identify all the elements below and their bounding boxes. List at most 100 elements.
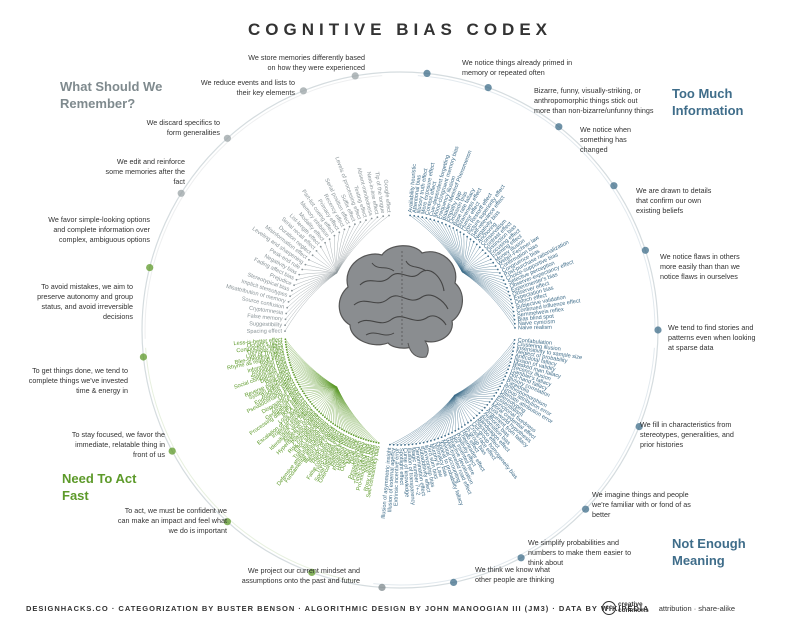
bias-node bbox=[311, 403, 313, 405]
bias-node bbox=[295, 378, 298, 381]
bias-node bbox=[426, 440, 429, 443]
quadrant-arcs bbox=[144, 75, 656, 586]
bias-node bbox=[437, 220, 439, 223]
bias-label: Illusion of external agency bbox=[387, 447, 397, 512]
bias-node bbox=[513, 318, 516, 321]
bias-node bbox=[376, 216, 379, 219]
branch-line bbox=[336, 229, 345, 274]
bias-node bbox=[286, 354, 289, 356]
branch-line bbox=[452, 227, 463, 273]
bias-node bbox=[338, 427, 341, 429]
branch-line bbox=[308, 259, 337, 274]
bias-node bbox=[433, 438, 436, 441]
bias-label: Attentional bias bbox=[412, 174, 423, 213]
bias-node bbox=[288, 359, 290, 361]
category-dot bbox=[555, 123, 563, 131]
page-title: COGNITIVE BIAS CODEX bbox=[247, 20, 553, 39]
bias-node bbox=[341, 428, 343, 431]
note-stereotypes: We fill in characteristics from stereoty… bbox=[640, 420, 734, 449]
branch-line bbox=[296, 272, 337, 281]
quadrant-label-act: Need To Act Fast bbox=[62, 471, 137, 503]
bias-node bbox=[447, 433, 450, 436]
bias-node bbox=[508, 364, 511, 367]
bias-node bbox=[451, 431, 453, 434]
bias-node bbox=[352, 434, 355, 437]
bias-node bbox=[343, 228, 346, 231]
bias-node bbox=[462, 233, 465, 236]
bias-node bbox=[511, 302, 513, 305]
bias-node bbox=[307, 399, 310, 401]
bias-node bbox=[300, 388, 303, 390]
bias-node bbox=[511, 306, 514, 309]
bias-label: Naive realism bbox=[518, 325, 552, 332]
category-dot bbox=[641, 246, 650, 254]
category-dot bbox=[168, 447, 176, 455]
bias-node bbox=[345, 430, 348, 433]
bias-label: Curse of knowledge bbox=[402, 448, 410, 498]
branch-line bbox=[336, 215, 390, 274]
bias-label: Less-is-better effect bbox=[233, 337, 283, 347]
bias-node bbox=[350, 433, 353, 436]
branch-line bbox=[285, 272, 337, 320]
category-dot bbox=[223, 134, 231, 142]
bias-node bbox=[370, 217, 373, 220]
bias-label: Occam's razor bbox=[247, 340, 283, 350]
bias-node bbox=[505, 371, 508, 374]
bias-node bbox=[296, 381, 299, 383]
branch-line bbox=[460, 232, 463, 273]
bias-node bbox=[285, 348, 288, 351]
bias-node bbox=[360, 437, 362, 440]
branch-line bbox=[454, 394, 477, 416]
bias-node bbox=[290, 366, 293, 369]
bias-node bbox=[514, 327, 516, 329]
category-dot bbox=[299, 87, 307, 95]
bias-node bbox=[469, 238, 472, 241]
bias-node bbox=[332, 422, 334, 425]
bias-node bbox=[444, 223, 447, 226]
bias-node bbox=[464, 424, 466, 426]
bias-node bbox=[460, 426, 463, 428]
category-dot bbox=[378, 583, 386, 592]
bias-node bbox=[299, 385, 301, 388]
bias-node bbox=[316, 408, 319, 411]
bias-node bbox=[430, 439, 432, 442]
branch-line bbox=[454, 394, 485, 408]
branch-line bbox=[462, 265, 496, 273]
branch-lines bbox=[284, 214, 516, 446]
bias-node bbox=[320, 412, 322, 415]
bias-node bbox=[457, 428, 460, 430]
bias-node bbox=[367, 439, 370, 442]
bias-node bbox=[333, 234, 336, 237]
bias-node bbox=[388, 214, 390, 217]
bias-node bbox=[308, 258, 310, 261]
category-dot bbox=[308, 568, 316, 577]
bias-node bbox=[502, 279, 505, 282]
bias-node bbox=[510, 357, 513, 360]
bias-node bbox=[284, 338, 287, 341]
bias-node bbox=[499, 385, 502, 388]
bias-node bbox=[466, 235, 469, 238]
bias-node bbox=[409, 214, 411, 217]
bias-node bbox=[288, 361, 291, 364]
bias-node bbox=[415, 443, 418, 445]
bias-node bbox=[486, 404, 489, 406]
bias-node bbox=[301, 390, 304, 393]
branch-line bbox=[336, 218, 372, 274]
bias-node bbox=[348, 225, 351, 228]
branch-line bbox=[462, 271, 516, 329]
bias-node bbox=[298, 273, 301, 276]
bias-node bbox=[289, 364, 292, 366]
category-dot bbox=[635, 423, 643, 431]
bias-node bbox=[508, 294, 511, 297]
branch-line bbox=[285, 339, 337, 388]
bias-node bbox=[513, 342, 516, 345]
category-dot bbox=[517, 554, 525, 562]
branch-line bbox=[336, 232, 340, 274]
quadrant-arc bbox=[145, 347, 356, 582]
branch-line bbox=[285, 344, 337, 388]
bias-node bbox=[495, 391, 498, 394]
bias-label: Availability heuristic bbox=[408, 164, 418, 213]
bias-node bbox=[326, 417, 328, 420]
category-dot bbox=[484, 84, 492, 92]
branch-line bbox=[454, 394, 490, 403]
